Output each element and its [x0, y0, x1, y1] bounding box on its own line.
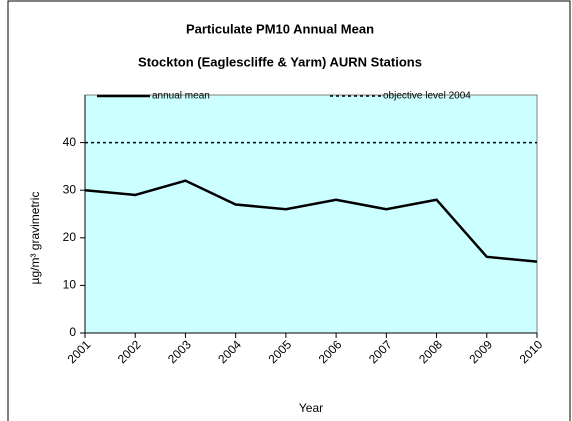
legend-label: objective level 2004 [383, 91, 471, 102]
y-axis-label: µg/m³ gravimetric [28, 192, 42, 285]
legend-label: annual mean [152, 91, 210, 102]
plot-area [84, 94, 538, 334]
y-tick-label: 10 [63, 278, 77, 292]
y-tick-label: 20 [63, 230, 77, 244]
y-tick-label: 40 [63, 135, 77, 149]
data-line [84, 179, 538, 263]
y-tick-label: 0 [69, 325, 76, 339]
x-axis-label: Year [299, 401, 323, 415]
chart-title: Particulate PM10 Annual Mean [186, 21, 374, 36]
chart-subtitle: Stockton (Eaglescliffe & Yarm) AURN Stat… [138, 54, 422, 69]
y-tick-label: 30 [63, 182, 77, 196]
